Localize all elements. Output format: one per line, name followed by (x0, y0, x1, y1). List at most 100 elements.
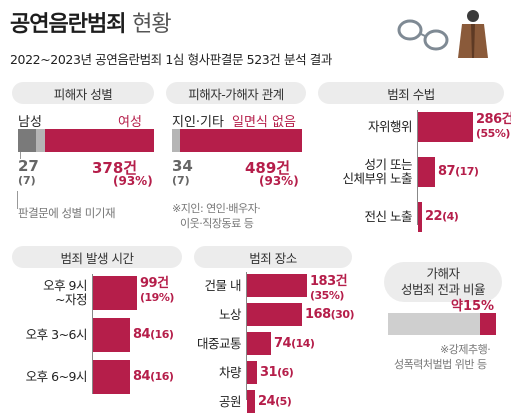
victim-gender-header: 피해자 성별 (12, 82, 154, 104)
gender-female-share: (93%) (113, 174, 153, 188)
method-share: (17) (455, 165, 479, 178)
gender-female-value: 378건 (92, 159, 138, 177)
time-share: (16) (150, 370, 174, 383)
relation-acquaint-segment (172, 129, 180, 152)
place-bar (247, 303, 302, 326)
time-bar (93, 276, 137, 310)
place-label: 대중교통 (196, 335, 242, 351)
method-bar (418, 112, 473, 142)
gender-note-leader (17, 191, 18, 209)
relation-bar-track (172, 129, 302, 152)
time-value-text: 84 (133, 369, 151, 384)
place-label-line: 노상 (218, 306, 242, 322)
relation-stranger-label: 일면식 없음 (232, 115, 296, 130)
method-label-line: 신체부위 노출 (342, 171, 413, 186)
time-share: (16) (150, 328, 174, 341)
title-light: 현황 (132, 12, 171, 37)
time-axis (92, 274, 93, 394)
place-label-line: 차량 (218, 364, 242, 380)
time-label-line: 오후 9시 (43, 278, 87, 293)
title-bold: 공연음란범죄 (10, 12, 126, 37)
time-share: (19%) (140, 291, 174, 304)
recidivism-bar-track (388, 313, 496, 335)
method-value-text: 87 (438, 164, 456, 179)
place-value: 31(6) (260, 364, 294, 380)
place-label-line: 대중교통 (196, 335, 242, 351)
place-label: 공원 (218, 393, 242, 409)
gender-male-segment (36, 129, 45, 152)
place-label: 차량 (218, 364, 242, 380)
place-share: (5) (275, 394, 292, 408)
handcuffs-person-illustration (397, 10, 488, 58)
gender-male-label: 남성 (18, 115, 42, 130)
place-label: 건물 내 (205, 278, 242, 293)
time-value-text: 84 (133, 327, 151, 342)
time-bar (93, 360, 130, 394)
place-share: (6) (277, 365, 294, 379)
gender-male-value: 27 (18, 157, 39, 175)
relation-acquaint-share: (7) (172, 174, 190, 187)
place-value: 24(5) (258, 393, 292, 409)
place-value: 168(30) (305, 306, 355, 322)
time-value: 99건 (140, 276, 169, 291)
relation-note-line1: ※지인: 연인·배우자· (172, 202, 261, 215)
gender-note: 판결문에 성별 미기재 (18, 206, 116, 220)
recidivism-fill (480, 313, 496, 335)
page-title: 공연음란범죄 현황 (10, 6, 172, 38)
place-value: 183건 (310, 274, 348, 289)
place-share: (14) (291, 336, 315, 350)
time-label: 오후 6~9시 (25, 369, 88, 384)
recidivism-header-line1: 가해자 (426, 266, 460, 281)
method-label: 전신 노출 (364, 209, 413, 224)
gender-female-label: 여성 (118, 115, 142, 130)
time-bar (93, 318, 130, 352)
relation-note-line2: 이웃·직장동료 등 (180, 217, 254, 230)
recidivism-note-line2: 성폭력처벌법 위반 등 (394, 358, 487, 371)
method-value: 286건 (476, 112, 511, 127)
recidivism-header: 가해자 성범죄 전과 비율 (384, 262, 502, 302)
time-header: 범죄 발생 시간 (12, 246, 182, 268)
place-value-text: 168 (305, 306, 331, 322)
handcuffs-icon (397, 19, 449, 51)
relation-stranger-value: 489건 (245, 159, 291, 177)
time-label: 오후 9시 ~자정 (43, 279, 87, 307)
recidivism-header-line2: 성범죄 전과 비율 (401, 282, 485, 297)
method-label: 자위행위 (367, 119, 413, 134)
method-share: (4) (442, 210, 459, 223)
time-label-line: ~자정 (55, 292, 87, 307)
method-header: 범죄 수법 (318, 82, 504, 104)
place-value-text: 31 (260, 364, 278, 380)
method-label: 성기 또는 신체부위 노출 (342, 157, 413, 186)
method-value: 22(4) (425, 209, 459, 224)
method-label-line: 전신 노출 (364, 209, 413, 224)
time-label-line: 오후 3~6시 (25, 327, 88, 342)
person-icon (458, 10, 488, 58)
method-label-line: 자위행위 (367, 119, 413, 134)
place-bar (247, 332, 271, 355)
time-label-line: 오후 6~9시 (25, 369, 88, 384)
relation-acquaint-label: 지인·기타 (172, 115, 224, 130)
method-axis (417, 110, 418, 225)
place-bar (247, 361, 257, 384)
method-label-line: 성기 또는 (364, 157, 413, 172)
gender-bar-track (18, 129, 154, 152)
place-share: (35%) (310, 289, 344, 302)
place-bar (247, 390, 255, 413)
place-value: 74(14) (274, 335, 315, 351)
place-value-text: 24 (258, 393, 276, 409)
time-value: 84(16) (133, 327, 174, 342)
relation-acquaint-value: 34 (172, 157, 193, 175)
method-share: (55%) (476, 127, 510, 140)
place-axis (246, 272, 247, 400)
place-label-line: 공원 (218, 393, 242, 409)
method-value-text: 22 (425, 209, 443, 224)
gender-male-share: (7) (18, 174, 36, 187)
place-share: (30) (330, 307, 355, 321)
recidivism-value: 약15% (451, 299, 495, 314)
relation-stranger-share: (93%) (259, 174, 299, 188)
place-value-text: 74 (274, 335, 292, 351)
recidivism-note-line1: ※강제추행· (440, 343, 491, 356)
gender-male-leader (20, 152, 21, 159)
relation-stranger-segment (180, 129, 302, 152)
gender-unrecorded-segment (18, 129, 36, 152)
